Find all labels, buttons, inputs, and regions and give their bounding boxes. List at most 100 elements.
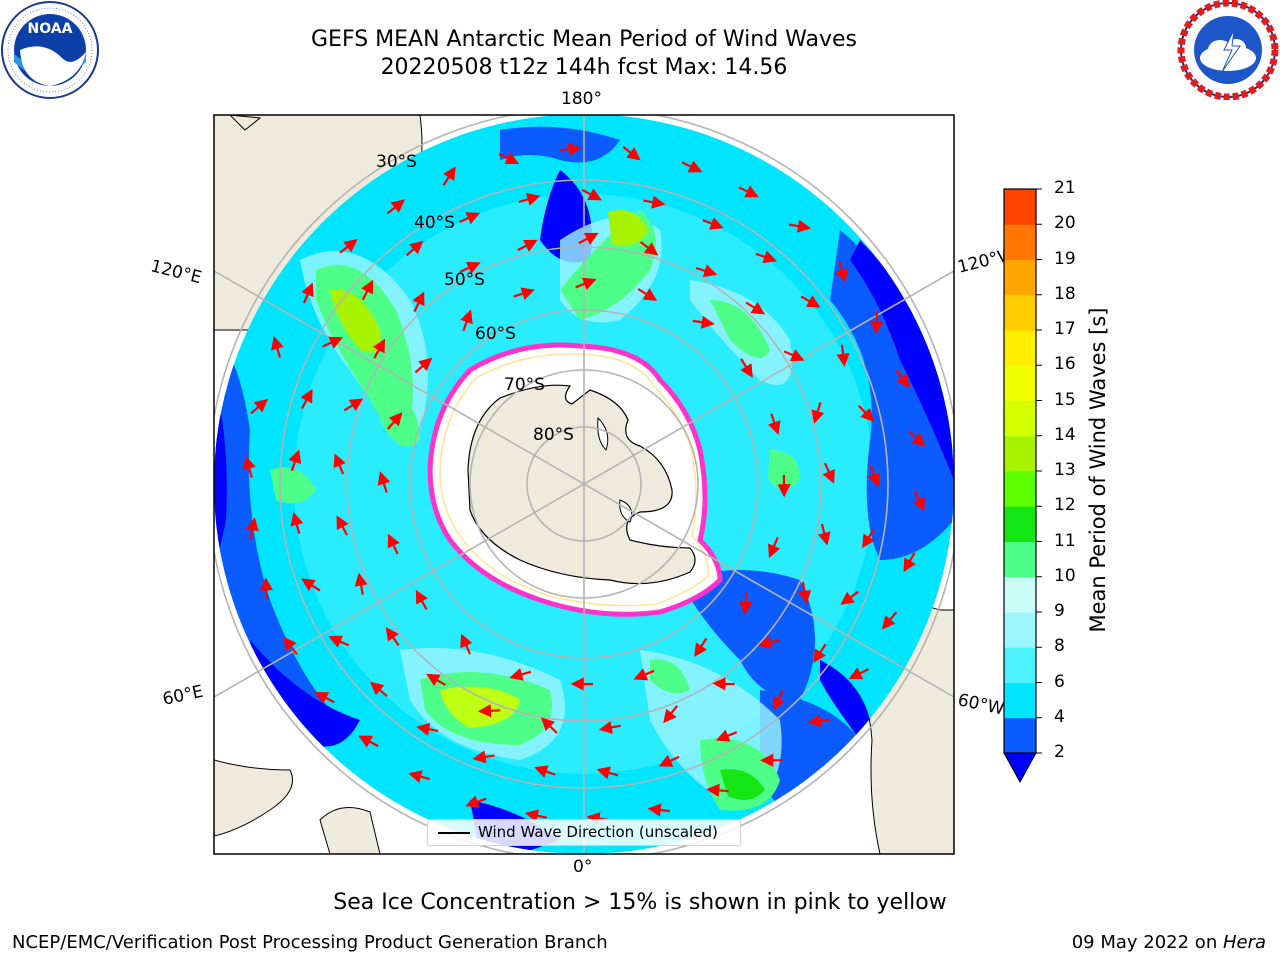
- lat-label-70s: 70°S: [504, 375, 545, 395]
- wave-direction-arrow: [912, 490, 925, 512]
- wave-direction-arrow: [647, 803, 670, 817]
- colorbar-cell: [1004, 471, 1036, 507]
- wave-direction-arrow: [783, 349, 805, 362]
- wave-direction-arrow: [768, 537, 781, 559]
- wave-direction-arrow: [848, 667, 869, 680]
- wave-direction-arrow: [869, 311, 884, 335]
- wave-direction-arrow: [477, 704, 501, 718]
- wave-direction-arrow: [242, 455, 256, 478]
- wave-direction-arrow: [817, 523, 831, 546]
- wave-direction-arrow: [322, 336, 343, 349]
- wave-direction-arrow: [415, 589, 428, 610]
- wave-direction-arrow: [517, 239, 538, 252]
- wave-direction-arrow: [524, 809, 547, 823]
- wave-direction-arrow: [300, 388, 313, 410]
- wave-direction-arrow: [740, 358, 753, 378]
- wave-direction-arrow: [358, 735, 379, 748]
- colorbar-cell: [1004, 435, 1036, 472]
- svg-text:NOAA: NOAA: [28, 21, 73, 37]
- wave-direction-arrow: [633, 668, 655, 681]
- wave-direction-arrow: [386, 199, 405, 215]
- wave-direction-arrow: [575, 277, 597, 291]
- colorbar-cell: [1004, 612, 1036, 648]
- footer-date-text: 09 May 2022 on: [1071, 932, 1223, 953]
- wave-direction-arrow: [637, 288, 658, 301]
- wave-direction-arrow: [755, 250, 777, 264]
- wave-direction-arrow: [472, 750, 495, 764]
- madagascar-land: [319, 807, 381, 854]
- wave-direction-arrow: [460, 309, 473, 332]
- colorbar-cell: [1004, 541, 1036, 578]
- wave-direction-arrow: [702, 217, 724, 230]
- legend-line-swatch: [438, 832, 470, 834]
- lat-label-40s: 40°S: [414, 213, 455, 233]
- antarctica-land: [467, 384, 696, 585]
- lat-label-30s: 30°S: [376, 152, 417, 172]
- wave-direction-arrow: [581, 188, 602, 201]
- wave-direction-arrow: [598, 720, 621, 734]
- colorbar-cell: [1004, 365, 1036, 401]
- wave-direction-arrow: [578, 232, 599, 245]
- wave-direction-arrow: [426, 673, 447, 687]
- footer-credit: NCEP/EMC/Verification Post Processing Pr…: [12, 932, 608, 953]
- wave-direction-arrow: [835, 260, 848, 283]
- nws-logo: [1177, 0, 1279, 100]
- wave-direction-arrow: [706, 783, 729, 797]
- lon-label-0: 0°: [573, 857, 593, 877]
- colorbar-tick-label: 10: [1054, 565, 1076, 586]
- wave-direction-arrow: [858, 405, 875, 422]
- wave-direction-arrow: [745, 301, 766, 315]
- wave-direction-arrow: [387, 412, 403, 430]
- wave-direction-arrow: [788, 219, 812, 233]
- wave-direction-arrow: [414, 357, 433, 374]
- colorbar-tick-label: 12: [1054, 495, 1076, 516]
- wind-wave-arrows: [242, 142, 926, 826]
- wave-direction-arrow: [798, 581, 812, 605]
- wave-direction-arrow: [908, 430, 926, 447]
- wave-direction-arrow: [245, 517, 259, 540]
- wave-direction-arrow: [715, 729, 738, 742]
- colorbar-cell: [1004, 506, 1036, 542]
- wave-direction-arrow: [811, 402, 825, 424]
- colorbar-cell: [1004, 224, 1036, 260]
- colorbar-cell: [1004, 294, 1036, 331]
- wave-direction-arrow: [513, 287, 535, 301]
- wave-direction-arrow: [534, 765, 556, 778]
- wave-direction-arrow: [862, 528, 875, 549]
- colorbar-cell: [1004, 259, 1036, 296]
- wave-direction-arrow: [408, 770, 431, 784]
- colorbar: [1003, 188, 1042, 784]
- wave-direction-arrow: [343, 398, 364, 412]
- wave-direction-arrow: [639, 241, 659, 256]
- wave-direction-arrow: [596, 766, 619, 780]
- colorbar-tick-label: 8: [1054, 636, 1065, 657]
- wave-direction-arrow: [354, 572, 368, 595]
- colorbar-cell: [1004, 717, 1036, 754]
- wave-direction-arrow: [663, 705, 679, 724]
- wave-direction-arrow: [328, 635, 350, 648]
- wave-direction-arrow: [773, 690, 785, 711]
- colorbar-tick-label: 17: [1054, 319, 1076, 339]
- wave-direction-arrow: [509, 667, 532, 681]
- plot-subtitle: 20220508 t12z 144h fcst Max: 14.56: [380, 55, 788, 80]
- wave-direction-arrow: [442, 166, 456, 186]
- wave-direction-arrow: [836, 344, 850, 367]
- plot-title: GEFS MEAN Antarctic Mean Period of Wind …: [311, 27, 857, 52]
- wave-direction-arrow: [498, 152, 520, 164]
- wave-direction-arrow: [271, 335, 284, 358]
- wave-direction-arrow: [903, 552, 916, 573]
- footer-date: 09 May 2022 on Hera: [1072, 932, 1266, 953]
- africa-land: [214, 759, 293, 837]
- meridian-60w: [583, 483, 954, 698]
- wave-direction-arrow: [559, 142, 582, 156]
- wave-direction-arrow: [658, 754, 680, 767]
- wave-direction-arrow: [840, 590, 860, 605]
- wave-direction-arrow: [290, 512, 304, 534]
- meridian-60e: [214, 483, 585, 698]
- wave-direction-arrow: [283, 636, 298, 655]
- wave-direction-arrow: [895, 369, 910, 388]
- wave-direction-arrow: [250, 398, 269, 415]
- colorbar-tick-label: 20: [1054, 213, 1076, 234]
- colorbar-cell: [1004, 647, 1036, 683]
